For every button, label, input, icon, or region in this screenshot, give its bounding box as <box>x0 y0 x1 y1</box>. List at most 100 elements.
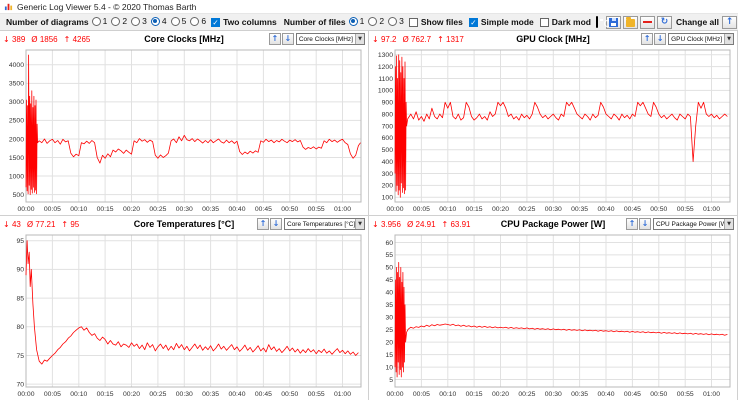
svg-text:85: 85 <box>16 295 24 302</box>
refresh-button[interactable]: ↻ <box>657 15 672 29</box>
chart-canvas[interactable]: 5 10 15 20 25 30 35 40 45 50 55 60 00:00 00:05 00:10 00… <box>369 232 736 400</box>
svg-text:00:35: 00:35 <box>202 206 219 213</box>
svg-text:00:05: 00:05 <box>413 206 430 213</box>
svg-text:00:35: 00:35 <box>571 206 588 213</box>
svg-text:00:50: 00:50 <box>281 391 298 398</box>
svg-text:01:00: 01:00 <box>703 206 720 213</box>
svg-text:95: 95 <box>16 238 24 245</box>
chart-plot[interactable]: 5 10 15 20 25 30 35 40 45 50 55 60 00:00 00:05 00:10 00… <box>369 232 736 400</box>
svg-text:00:15: 00:15 <box>97 391 114 398</box>
svg-text:01:00: 01:00 <box>703 391 720 398</box>
radio-diagrams-4[interactable]: 4 <box>150 16 167 26</box>
chart-panel-cpu-package-power: ↓ 3.956 Ø 24.91 ↑ 63.91 CPU Package Powe… <box>369 216 738 400</box>
files-label: Number of files <box>283 17 346 27</box>
svg-text:00:00: 00:00 <box>386 206 403 213</box>
svg-text:900: 900 <box>382 100 394 107</box>
change-all-up-button[interactable]: ↑ <box>721 15 737 29</box>
screenshot-button[interactable] <box>596 16 611 28</box>
svg-text:200: 200 <box>382 183 394 190</box>
chart-plot[interactable]: 70 75 80 85 90 95 00:00 00:05 00:10 00:15 00:20 00:… <box>0 232 367 400</box>
chevron-down-icon: ▼ <box>724 34 733 44</box>
radio-diagrams-1[interactable]: 1 <box>91 16 107 26</box>
stat-avg: 77.21 <box>35 219 56 229</box>
chart-title: GPU Clock [MHz] <box>516 34 590 44</box>
chart-stats: ↓ 97.2 Ø 762.7 ↑ 1317 <box>372 35 464 44</box>
signal-select[interactable]: CPU Package Power [W] ▼ <box>653 218 734 230</box>
svg-text:00:55: 00:55 <box>308 391 325 398</box>
svg-text:00:25: 00:25 <box>149 206 166 213</box>
svg-text:00:00: 00:00 <box>386 391 403 398</box>
radio-label: 2 <box>122 16 128 27</box>
move-down-button[interactable]: ↓ <box>654 33 667 45</box>
save-button[interactable] <box>606 15 621 29</box>
radio-diagrams-5[interactable]: 5 <box>170 16 187 27</box>
floppy-icon <box>609 17 618 27</box>
svg-text:60: 60 <box>385 240 393 247</box>
chart-plot[interactable]: 100 200 300 400 500 600 700 800 900 1000 1100 1200 1… <box>369 47 736 215</box>
radio-icon <box>190 16 200 26</box>
stat-min: 3.956 <box>380 219 401 229</box>
max-arrow-icon: ↑ <box>441 219 449 229</box>
stat-avg: 1856 <box>39 34 58 44</box>
chart-title: CPU Package Power [W] <box>500 219 606 229</box>
radio-diagrams-6[interactable]: 6 <box>190 16 206 26</box>
radio-files-2[interactable]: 2 <box>368 16 384 26</box>
svg-text:00:50: 00:50 <box>650 206 667 213</box>
svg-text:00:40: 00:40 <box>597 206 614 213</box>
checkbox-show-files[interactable]: Show files <box>408 17 463 27</box>
chart-canvas[interactable]: 500 1000 1500 2000 2500 3000 3500 4000 00:00 00:0… <box>0 47 367 215</box>
radio-files-3[interactable]: 3 <box>388 16 404 26</box>
red-line-icon <box>643 21 652 23</box>
svg-text:00:45: 00:45 <box>624 206 641 213</box>
chart-canvas[interactable]: 70 75 80 85 90 95 00:00 00:05 00:10 00:15 00:20 00:… <box>0 232 367 400</box>
move-down-button[interactable]: ↓ <box>281 33 294 45</box>
signal-select[interactable]: GPU Clock [MHz] ▼ <box>668 33 734 45</box>
window-title: Generic Log Viewer 5.4 - © 2020 Thomas B… <box>17 1 197 12</box>
svg-text:700: 700 <box>382 123 394 130</box>
line-color-button[interactable] <box>640 15 655 29</box>
stat-min: 389 <box>11 34 26 44</box>
svg-text:00:05: 00:05 <box>413 391 430 398</box>
svg-text:800: 800 <box>382 111 394 118</box>
move-up-button[interactable]: ↑ <box>626 218 638 230</box>
signal-select-value: GPU Clock [MHz] <box>671 35 722 43</box>
move-down-button[interactable]: ↓ <box>270 218 282 230</box>
chart-canvas[interactable]: 100 200 300 400 500 600 700 800 900 1000 1100 1200 1… <box>369 47 736 215</box>
move-up-button[interactable]: ↑ <box>641 33 654 45</box>
chevron-down-icon: ▼ <box>355 34 364 44</box>
svg-text:00:25: 00:25 <box>518 206 535 213</box>
chart-panel-core-clocks: ↓ 389 Ø 1856 ↑ 4265 Core Clocks [MHz] ↑ … <box>0 31 369 216</box>
chart-stats: ↓ 3.956 Ø 24.91 ↑ 63.91 <box>372 220 471 229</box>
checkbox-simple-mode[interactable]: ✓ Simple mode <box>468 17 534 27</box>
up-arrow-icon: ↑ <box>725 16 734 27</box>
svg-text:25: 25 <box>385 327 393 334</box>
radio-files-1[interactable]: 1 <box>348 16 364 26</box>
app-icon <box>4 2 13 11</box>
signal-select[interactable]: Core Temperatures [°C] ▼ <box>284 218 365 230</box>
checkbox-two-columns[interactable]: ✓ Two columns <box>211 17 277 27</box>
radio-label: 6 <box>201 16 207 27</box>
chart-plot[interactable]: 500 1000 1500 2000 2500 3000 3500 4000 00:00 00:0… <box>0 47 367 215</box>
svg-text:00:45: 00:45 <box>255 391 272 398</box>
move-up-button[interactable]: ↑ <box>268 33 281 45</box>
move-up-button[interactable]: ↑ <box>257 218 269 230</box>
radio-label: 5 <box>181 16 187 27</box>
checkbox-icon: ✓ <box>468 17 478 27</box>
checkbox-dark-mode[interactable]: Dark mod <box>539 17 591 27</box>
signal-select-value: CPU Package Power [W] <box>656 220 724 228</box>
radio-icon <box>388 16 398 26</box>
open-folder-button[interactable] <box>623 15 638 29</box>
up-arrow-icon: ↑ <box>271 34 279 43</box>
chart-title: Core Temperatures [°C] <box>133 219 235 229</box>
svg-text:500: 500 <box>13 192 25 199</box>
svg-text:1300: 1300 <box>378 52 393 59</box>
radio-diagrams-2[interactable]: 2 <box>111 16 127 26</box>
svg-text:45: 45 <box>385 277 393 284</box>
radio-label: 3 <box>399 16 404 27</box>
radio-diagrams-3[interactable]: 3 <box>131 16 147 26</box>
move-down-button[interactable]: ↓ <box>639 218 651 230</box>
signal-select[interactable]: Core Clocks [MHz] ▼ <box>295 33 365 45</box>
svg-text:20: 20 <box>385 339 393 346</box>
svg-text:01:00: 01:00 <box>334 391 351 398</box>
chart-panel-gpu-clock: ↓ 97.2 Ø 762.7 ↑ 1317 GPU Clock [MHz] ↑ … <box>369 31 738 216</box>
